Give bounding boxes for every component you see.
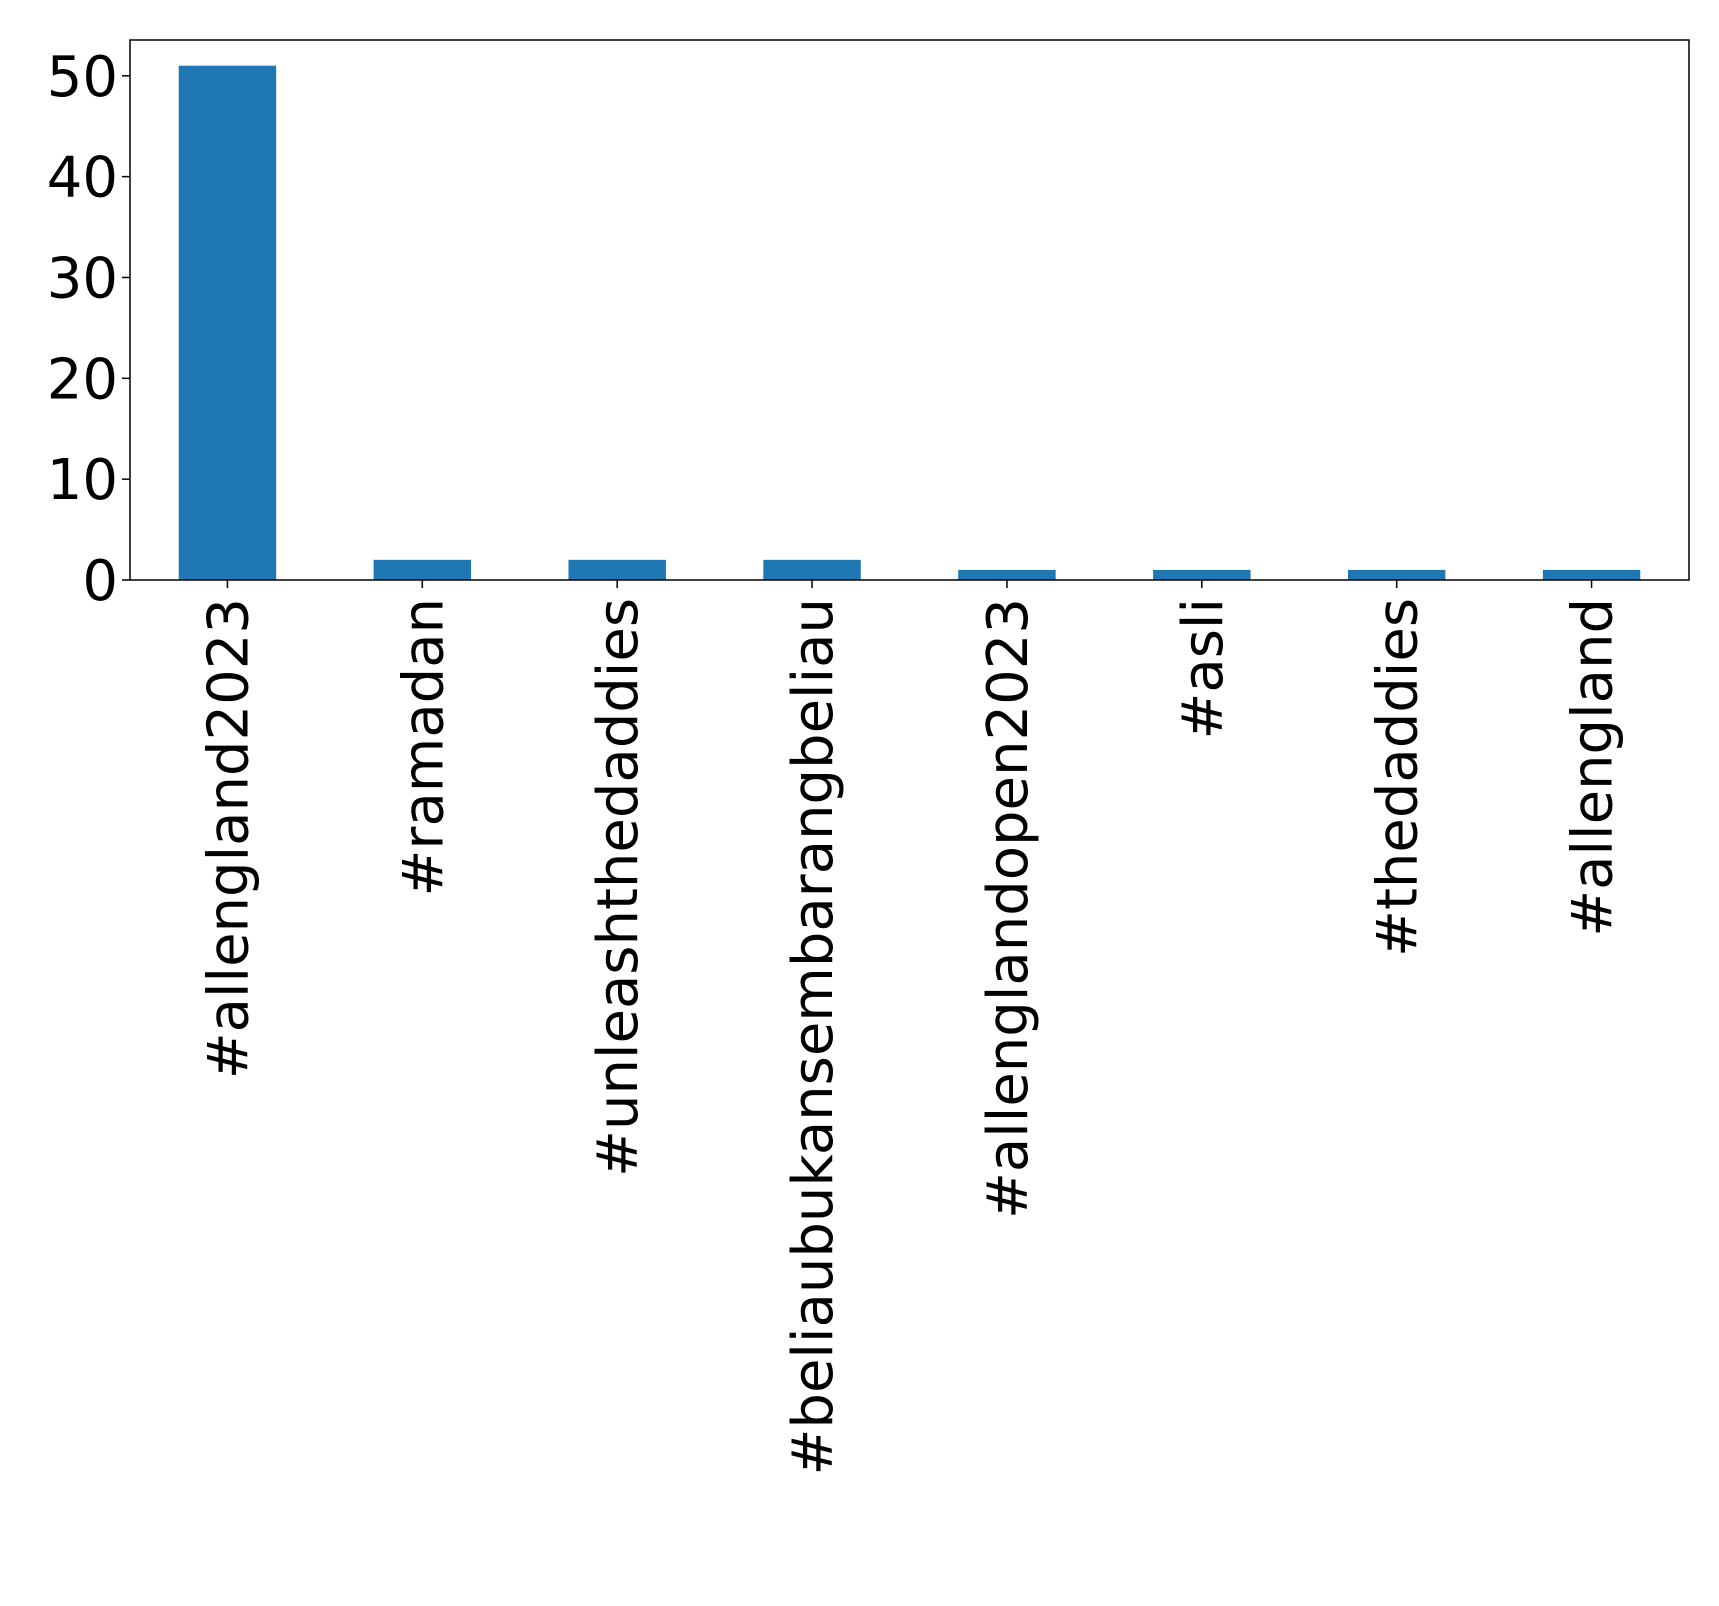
x-axis: #allengland2023 #ramadan #unleashthedaddie… xyxy=(196,580,1626,1476)
bars-layer xyxy=(178,65,1641,580)
bar xyxy=(1347,569,1446,580)
x-tick-label: #thedaddies xyxy=(1366,598,1431,957)
bar xyxy=(763,559,861,580)
x-tick-label: #ramadan xyxy=(391,598,456,896)
bar xyxy=(178,65,277,580)
y-tick-label: 10 xyxy=(47,448,118,513)
y-tick-label: 30 xyxy=(47,246,118,311)
plot-frame xyxy=(129,39,1690,581)
x-tick-label: #unleashthedaddies xyxy=(586,598,651,1177)
y-tick-label: 50 xyxy=(47,45,118,110)
y-tick-label: 40 xyxy=(47,146,118,211)
bar xyxy=(958,569,1056,580)
bar xyxy=(1542,569,1641,580)
x-tick-label: #allengland2023 xyxy=(196,598,261,1079)
y-tick-label: 20 xyxy=(47,347,118,412)
y-tick-label: 0 xyxy=(82,549,118,614)
y-axis: 0 10 20 30 40 50 xyxy=(47,45,130,614)
x-tick-label: #allenglandopen2023 xyxy=(976,598,1041,1219)
bar xyxy=(373,559,472,580)
x-tick-label: #asli xyxy=(1171,598,1236,740)
x-tick-label: #allengland xyxy=(1561,598,1626,937)
bar xyxy=(1153,569,1251,580)
bar xyxy=(568,559,666,580)
x-tick-label: #beliaubukansembarangbeliau xyxy=(781,598,846,1476)
